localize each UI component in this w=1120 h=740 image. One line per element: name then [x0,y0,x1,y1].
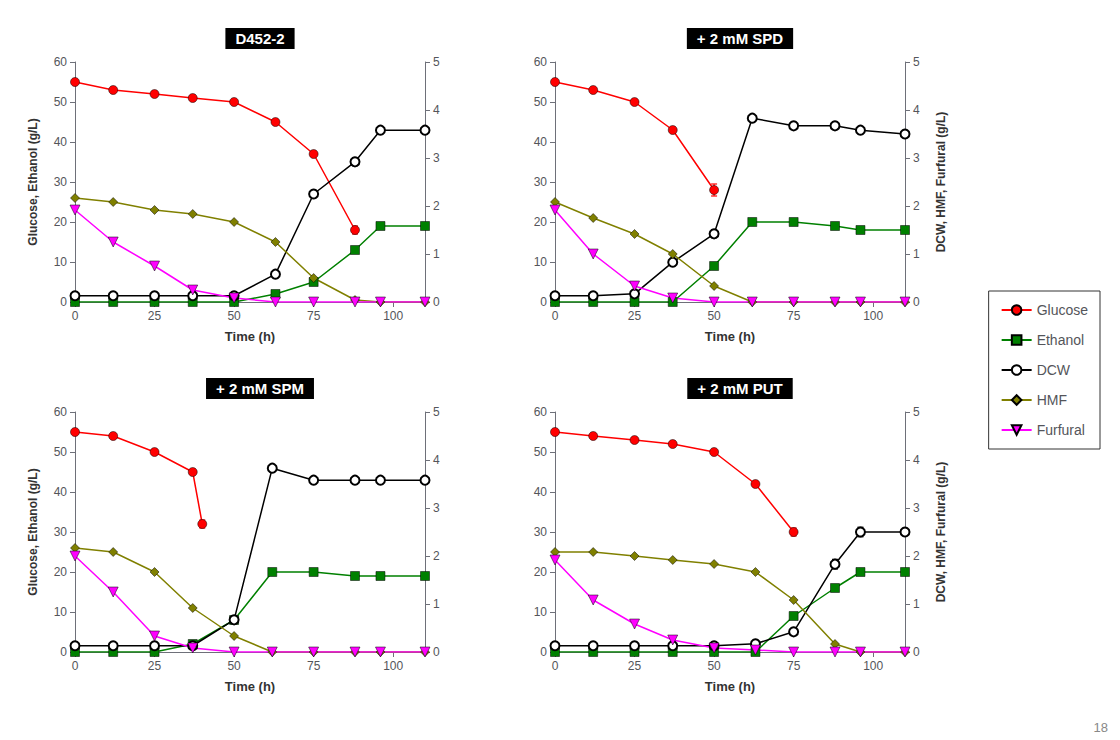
svg-text:0: 0 [433,295,440,309]
svg-text:75: 75 [307,659,321,673]
svg-text:75: 75 [787,309,801,323]
svg-text:0: 0 [913,295,920,309]
svg-text:1: 1 [913,597,920,611]
svg-text:DCW, HMF, Furfural (g/L): DCW, HMF, Furfural (g/L) [934,462,948,603]
svg-text:+ 2 mM SPD: + 2 mM SPD [697,30,783,47]
svg-text:0: 0 [552,309,559,323]
svg-text:75: 75 [307,309,321,323]
svg-text:30: 30 [534,175,548,189]
svg-text:3: 3 [913,501,920,515]
svg-text:50: 50 [707,659,721,673]
svg-text:2: 2 [913,199,920,213]
svg-text:25: 25 [628,309,642,323]
svg-text:0: 0 [913,645,920,659]
svg-text:10: 10 [54,605,68,619]
svg-text:10: 10 [54,255,68,269]
svg-text:2: 2 [433,199,440,213]
svg-text:40: 40 [54,135,68,149]
svg-text:5: 5 [913,55,920,69]
svg-text:20: 20 [534,215,548,229]
svg-text:50: 50 [534,95,548,109]
svg-text:40: 40 [54,485,68,499]
svg-text:18: 18 [1094,720,1108,735]
svg-text:50: 50 [227,659,241,673]
svg-text:50: 50 [227,309,241,323]
svg-text:Glucose, Ethanol (g/L): Glucose, Ethanol (g/L) [26,468,40,595]
svg-text:0: 0 [540,645,547,659]
svg-text:60: 60 [534,55,548,69]
svg-text:Time (h): Time (h) [705,329,755,344]
svg-text:3: 3 [433,151,440,165]
svg-text:5: 5 [433,405,440,419]
svg-text:20: 20 [534,565,548,579]
svg-text:2: 2 [433,549,440,563]
svg-text:25: 25 [148,659,162,673]
svg-text:100: 100 [863,309,883,323]
svg-text:30: 30 [534,525,548,539]
svg-text:60: 60 [534,405,548,419]
svg-text:25: 25 [148,309,162,323]
svg-text:Time (h): Time (h) [225,329,275,344]
svg-text:2: 2 [913,549,920,563]
svg-text:0: 0 [540,295,547,309]
svg-text:3: 3 [913,151,920,165]
svg-text:50: 50 [707,309,721,323]
svg-text:Time (h): Time (h) [225,679,275,694]
svg-text:5: 5 [433,55,440,69]
svg-text:40: 40 [534,135,548,149]
svg-text:30: 30 [54,175,68,189]
svg-text:3: 3 [433,501,440,515]
svg-text:0: 0 [60,645,67,659]
svg-text:0: 0 [72,659,79,673]
svg-text:30: 30 [54,525,68,539]
svg-text:100: 100 [863,659,883,673]
svg-text:10: 10 [534,255,548,269]
svg-text:20: 20 [54,215,68,229]
svg-text:1: 1 [433,597,440,611]
svg-text:1: 1 [913,247,920,261]
svg-text:50: 50 [54,95,68,109]
svg-text:Glucose: Glucose [1037,302,1089,318]
svg-text:4: 4 [433,103,440,117]
svg-text:DCW, HMF, Furfural (g/L): DCW, HMF, Furfural (g/L) [934,112,948,253]
svg-text:20: 20 [54,565,68,579]
svg-text:50: 50 [54,445,68,459]
svg-text:4: 4 [913,103,920,117]
svg-text:0: 0 [552,659,559,673]
svg-text:+ 2 mM PUT: + 2 mM PUT [697,380,782,397]
svg-text:100: 100 [383,659,403,673]
svg-text:5: 5 [913,405,920,419]
svg-text:D452-2: D452-2 [235,30,284,47]
svg-text:0: 0 [433,645,440,659]
svg-text:DCW: DCW [1037,362,1071,378]
svg-text:60: 60 [54,405,68,419]
svg-text:75: 75 [787,659,801,673]
svg-text:0: 0 [60,295,67,309]
svg-text:Time (h): Time (h) [705,679,755,694]
svg-text:0: 0 [72,309,79,323]
svg-text:50: 50 [534,445,548,459]
svg-text:25: 25 [628,659,642,673]
svg-text:4: 4 [913,453,920,467]
svg-text:Furfural: Furfural [1037,422,1085,438]
svg-text:1: 1 [433,247,440,261]
svg-text:HMF: HMF [1037,392,1067,408]
svg-text:10: 10 [534,605,548,619]
svg-text:Ethanol: Ethanol [1037,332,1084,348]
svg-text:40: 40 [534,485,548,499]
svg-text:100: 100 [383,309,403,323]
svg-text:+ 2 mM SPM: + 2 mM SPM [216,380,304,397]
svg-text:4: 4 [433,453,440,467]
svg-text:60: 60 [54,55,68,69]
svg-text:Glucose, Ethanol (g/L): Glucose, Ethanol (g/L) [26,118,40,245]
